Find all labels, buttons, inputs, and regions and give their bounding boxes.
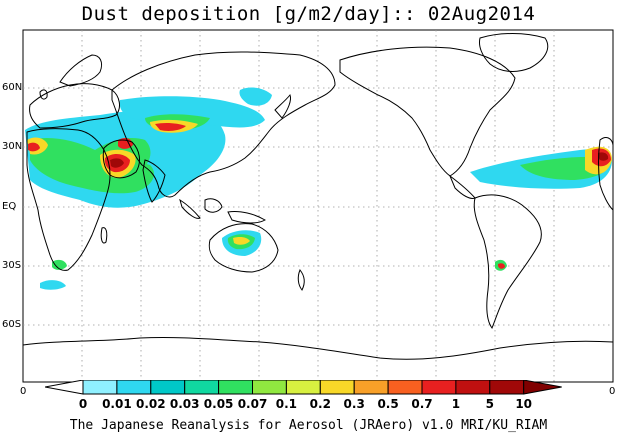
coastline-north-america xyxy=(339,46,516,177)
coastline-greenland xyxy=(479,33,549,72)
coastline-west-africa-east xyxy=(598,137,614,212)
dust-region-argentina-high xyxy=(498,263,505,269)
coastline-antarctica xyxy=(22,336,614,360)
lat-label-eq: EQ xyxy=(2,201,17,212)
lat-label-60s: 60S xyxy=(2,319,22,330)
coastline-south-america xyxy=(473,194,542,330)
dust-region-south-atlantic xyxy=(40,280,66,290)
colorbar-swatch xyxy=(285,380,321,395)
colorbar-label: 0.3 xyxy=(343,397,365,411)
coastline-africa xyxy=(26,128,111,271)
dust-region-sahara-mid xyxy=(30,138,155,194)
colorbar-swatch xyxy=(489,380,525,395)
axis-edge-label-right: 0 xyxy=(609,386,616,397)
colorbar-swatch xyxy=(116,380,152,395)
colorbar-label: 0.01 xyxy=(102,397,132,411)
coastline-europe xyxy=(29,83,120,129)
coastline-asia xyxy=(111,51,336,198)
coastline-arabia xyxy=(102,139,140,179)
colorbar-swatch xyxy=(387,380,423,395)
lat-label-30s: 30S xyxy=(2,260,22,271)
lat-label-30n: 30N xyxy=(2,141,23,152)
colorbar-label: 0.07 xyxy=(237,397,268,411)
colorbar-label: 0 xyxy=(78,397,88,411)
colorbar-label: 0.2 xyxy=(309,397,331,411)
coastline-borneo xyxy=(204,198,223,213)
colorbar-swatch xyxy=(421,380,457,395)
colorbar-swatch xyxy=(82,380,118,395)
coastline-japan xyxy=(274,94,291,119)
colorbar-swatch xyxy=(252,380,287,395)
coastline-sumatra xyxy=(179,198,201,219)
dust-field-layer xyxy=(25,87,612,290)
map-title: Dust deposition [g/m2/day]:: 02Aug2014 xyxy=(81,3,536,25)
dust-region-west-africa-extreme xyxy=(598,152,609,161)
dust-region-east-asia-low xyxy=(239,87,272,106)
colorbar-label: 0.7 xyxy=(411,397,433,411)
dust-region-australia-high xyxy=(233,237,250,245)
colorbar-label: 0.05 xyxy=(203,397,234,411)
coastline-india xyxy=(142,159,166,203)
coastline-scandinavia xyxy=(59,54,103,87)
colorbar-label: 0.02 xyxy=(135,397,166,411)
colorbar-label: 10 xyxy=(515,397,533,411)
dust-region-taklamakan-very-high xyxy=(155,122,186,131)
colorbar xyxy=(45,380,562,395)
colorbar-swatch xyxy=(319,380,355,395)
credit-line: The Japanese Reanalysis for Aerosol (JRA… xyxy=(69,418,548,433)
lat-label-60n: 60N xyxy=(2,82,23,93)
coastline-uk xyxy=(39,89,48,100)
colorbar-swatch xyxy=(353,380,389,395)
dust-region-arabia-extreme xyxy=(110,158,124,168)
coastlines xyxy=(22,33,614,360)
axis-edge-label-left: 0 xyxy=(20,386,27,397)
colorbar-swatch xyxy=(455,380,491,395)
dust-region-sahara-west-very-high xyxy=(28,142,40,152)
colorbar-label: 0.1 xyxy=(275,397,298,411)
colorbar-arrow-right xyxy=(523,380,562,395)
colorbar-swatch xyxy=(218,380,254,395)
colorbar-label: 5 xyxy=(485,397,494,411)
colorbar-swatch xyxy=(150,380,186,395)
grid-lines xyxy=(23,30,613,382)
coastline-australia xyxy=(208,223,279,273)
dust-region-southern-africa xyxy=(52,259,67,270)
colorbar-swatch xyxy=(184,380,220,395)
coastline-new-guinea xyxy=(227,211,266,224)
colorbar-arrow-left xyxy=(45,380,84,395)
colorbar-label: 1 xyxy=(451,397,461,411)
colorbar-label: 0.5 xyxy=(377,397,399,411)
colorbar-label: 0.03 xyxy=(169,397,200,411)
coastline-madagascar xyxy=(100,227,108,244)
coastline-new-zealand xyxy=(297,269,305,291)
